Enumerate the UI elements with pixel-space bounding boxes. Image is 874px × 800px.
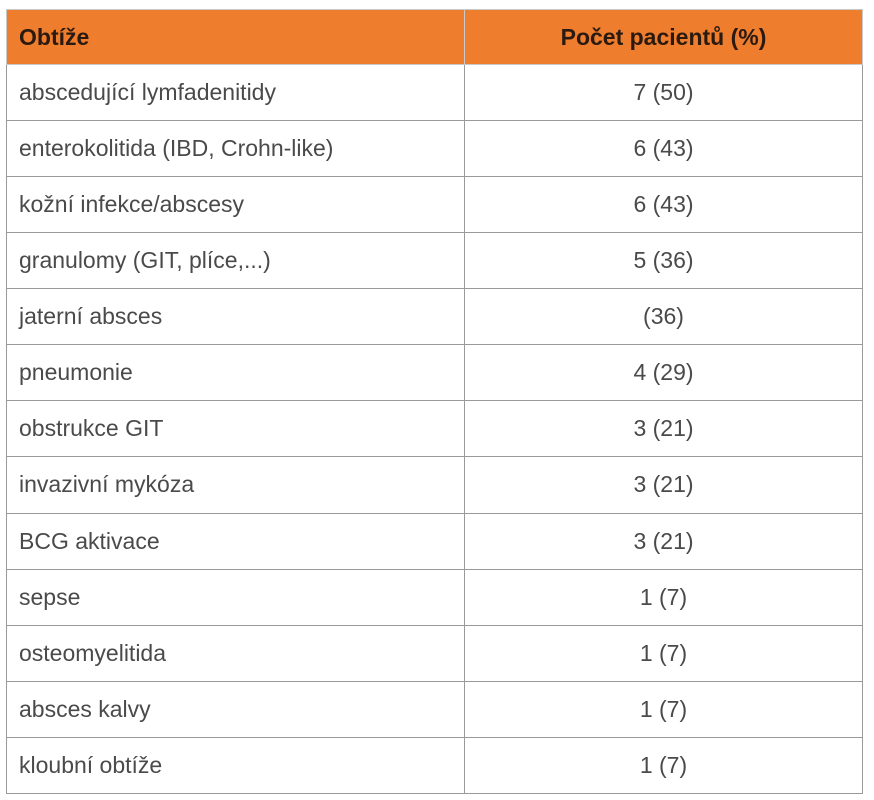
count-cell: 7 (50) [464, 63, 863, 122]
table-row: osteomyelitida 1 (7) [6, 624, 863, 682]
header-symptom: Obtíže [6, 9, 465, 65]
count-cell: 3 (21) [464, 456, 863, 514]
table-row: BCG aktivace 3 (21) [6, 512, 863, 570]
header-row: Obtíže Počet pacientů (%) [6, 9, 863, 65]
table-row: sepse 1 (7) [6, 568, 863, 626]
symptoms-table: Obtíže Počet pacientů (%) abscedující ly… [6, 9, 863, 795]
table-row: kožní infekce/abscesy 6 (43) [6, 176, 863, 234]
count-cell: 3 (21) [464, 512, 863, 570]
table-body: abscedující lymfadenitidy 7 (50) enterok… [6, 63, 863, 795]
symptom-cell: sepse [6, 568, 465, 626]
table-row: invazivní mykóza 3 (21) [6, 456, 863, 514]
symptom-cell: abscedující lymfadenitidy [6, 63, 465, 122]
count-cell: 6 (43) [464, 176, 863, 234]
count-cell: 6 (43) [464, 120, 863, 178]
table-row: granulomy (GIT, plíce,...) 5 (36) [6, 232, 863, 290]
count-cell: (36) [464, 288, 863, 346]
table-row: pneumonie 4 (29) [6, 344, 863, 402]
symptom-cell: kloubní obtíže [6, 736, 465, 795]
count-cell: 4 (29) [464, 344, 863, 402]
table-header: Obtíže Počet pacientů (%) [6, 9, 863, 65]
table-row: abscedující lymfadenitidy 7 (50) [6, 63, 863, 122]
count-cell: 1 (7) [464, 568, 863, 626]
header-patient-count: Počet pacientů (%) [464, 9, 863, 65]
symptom-cell: BCG aktivace [6, 512, 465, 570]
count-cell: 3 (21) [464, 400, 863, 458]
symptom-cell: enterokolitida (IBD, Crohn-like) [6, 120, 465, 178]
table-row: obstrukce GIT 3 (21) [6, 400, 863, 458]
symptom-cell: absces kalvy [6, 680, 465, 738]
symptom-cell: granulomy (GIT, plíce,...) [6, 232, 465, 290]
symptom-cell: invazivní mykóza [6, 456, 465, 514]
symptom-cell: kožní infekce/abscesy [6, 176, 465, 234]
table-row: enterokolitida (IBD, Crohn-like) 6 (43) [6, 120, 863, 178]
symptoms-table-container: Obtíže Počet pacientů (%) abscedující ly… [6, 9, 863, 795]
table-row: jaterní absces (36) [6, 288, 863, 346]
table-row: absces kalvy 1 (7) [6, 680, 863, 738]
symptom-cell: obstrukce GIT [6, 400, 465, 458]
symptom-cell: osteomyelitida [6, 624, 465, 682]
count-cell: 1 (7) [464, 624, 863, 682]
count-cell: 5 (36) [464, 232, 863, 290]
symptom-cell: pneumonie [6, 344, 465, 402]
count-cell: 1 (7) [464, 736, 863, 795]
symptom-cell: jaterní absces [6, 288, 465, 346]
table-row: kloubní obtíže 1 (7) [6, 736, 863, 795]
count-cell: 1 (7) [464, 680, 863, 738]
